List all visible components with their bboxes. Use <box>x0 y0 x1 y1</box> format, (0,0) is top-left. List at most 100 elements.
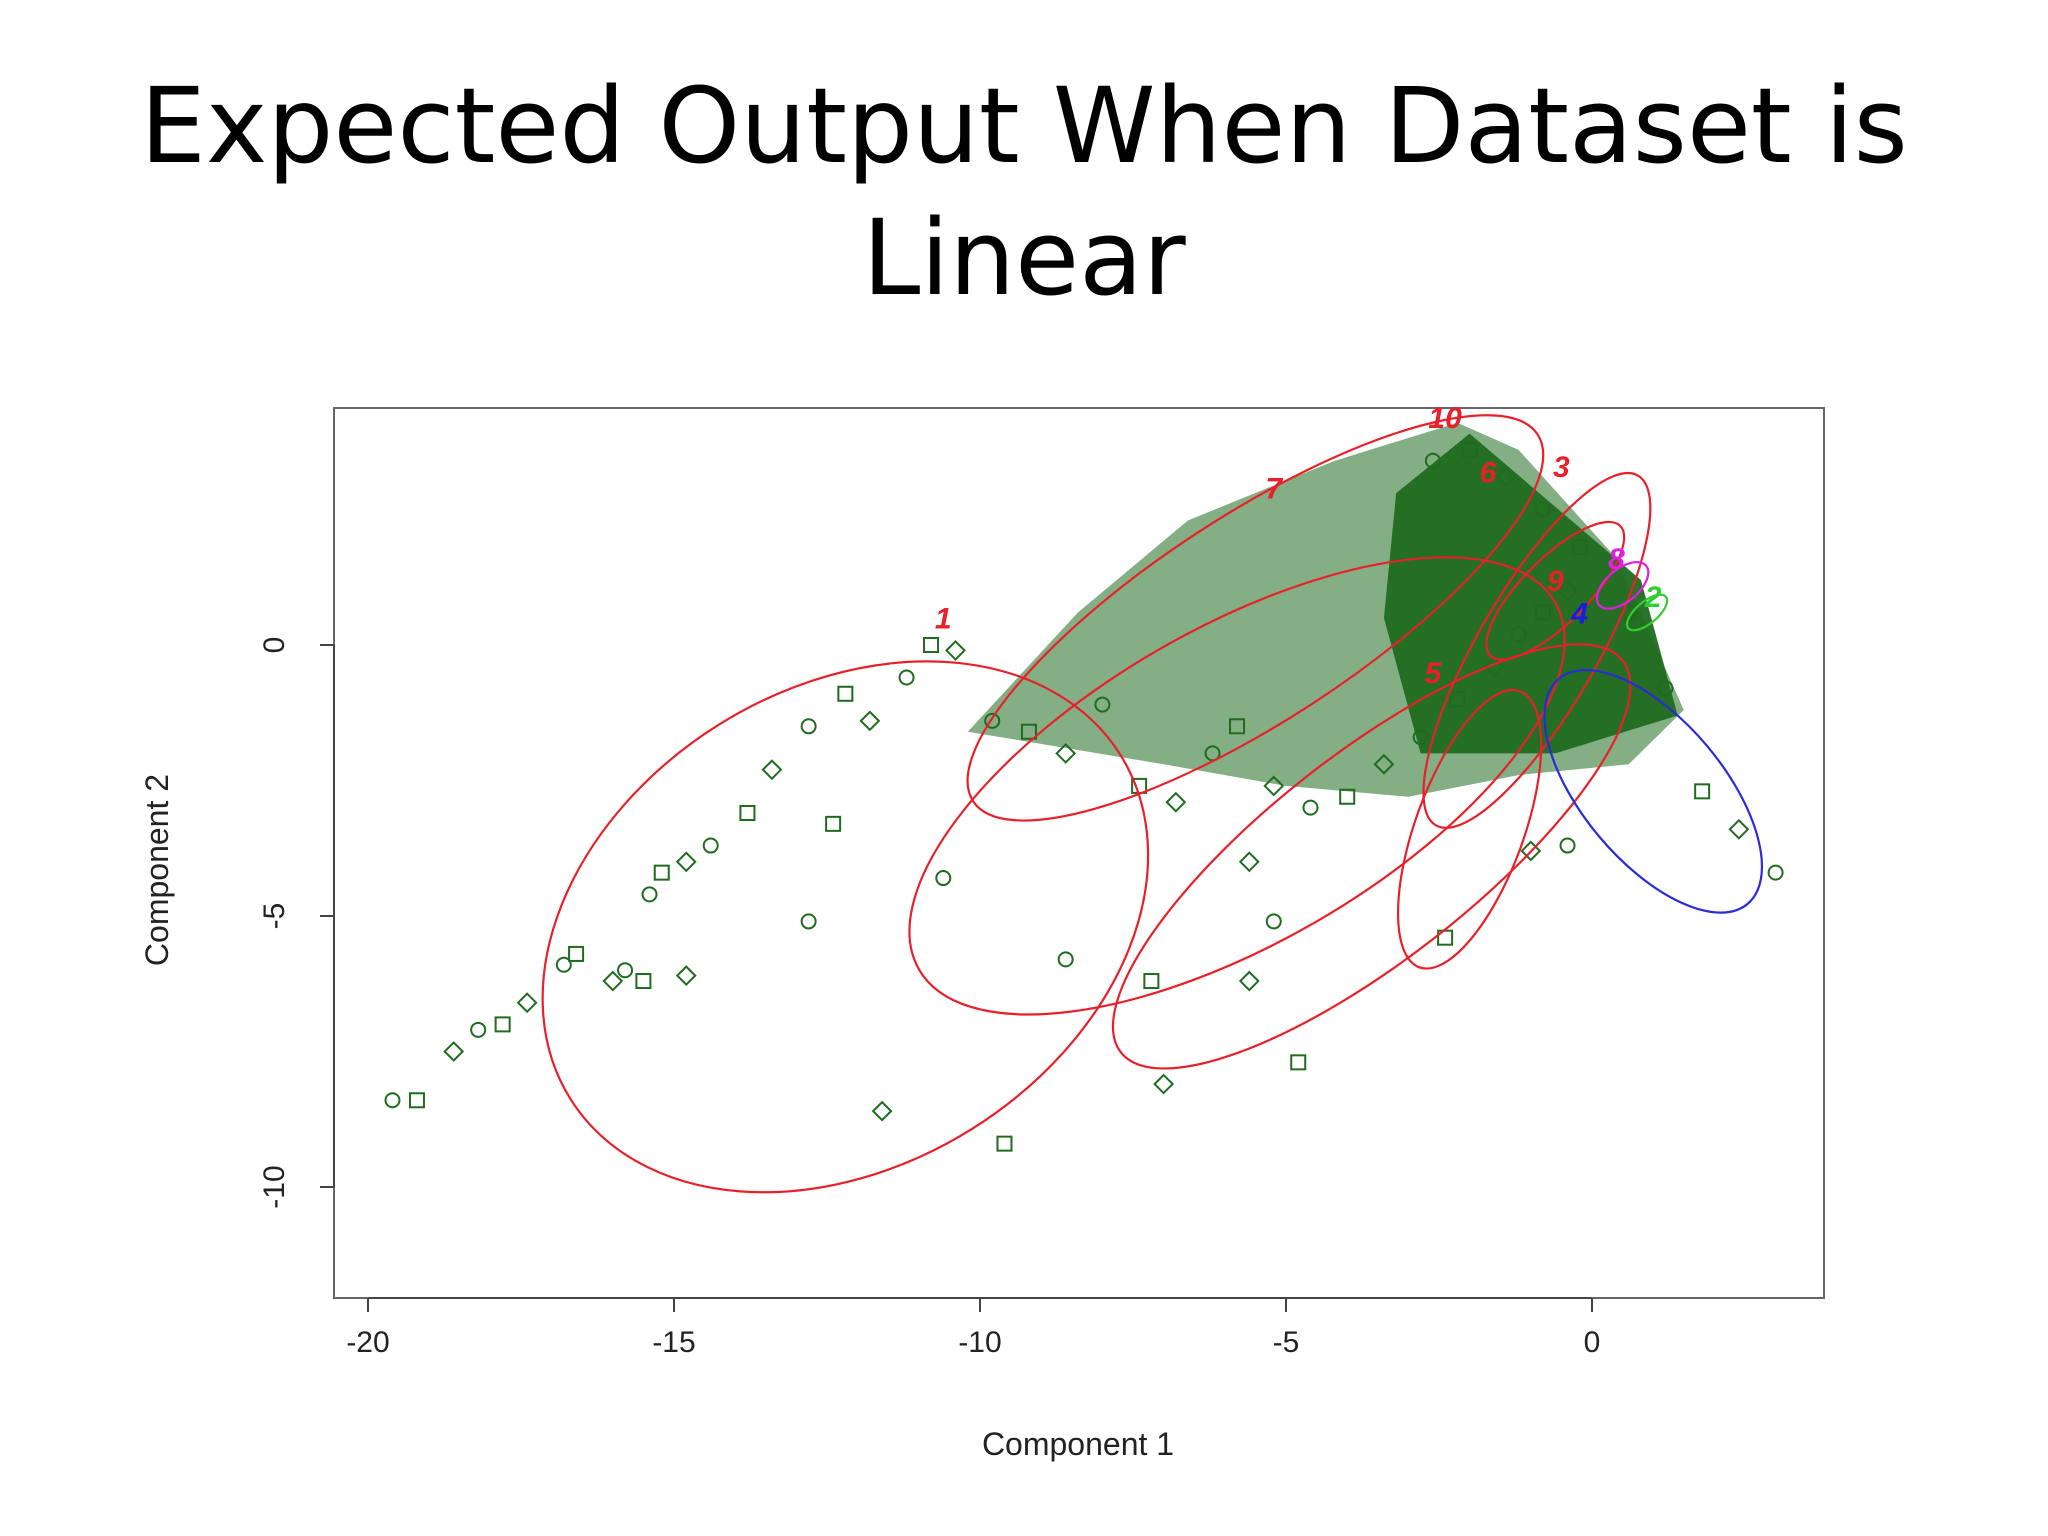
data-point <box>1153 1073 1175 1095</box>
x-tick-label: -5 <box>1273 1326 1300 1359</box>
data-point <box>739 805 756 822</box>
cluster-label-1: 1 <box>935 603 952 636</box>
data-point <box>494 1016 511 1033</box>
data-point <box>1449 691 1466 708</box>
data-point <box>516 992 538 1014</box>
data-point <box>1657 680 1674 697</box>
x-tick-label: -15 <box>652 1326 695 1359</box>
data-point <box>1339 788 1356 805</box>
cluster-labels: 1 7 6 10 5 3 9 82 4 <box>935 402 1662 690</box>
data-point <box>1559 837 1576 854</box>
cluster-ellipse-9 <box>1485 520 1626 661</box>
data-point <box>1728 818 1750 840</box>
data-point <box>443 1041 465 1062</box>
cluster-ellipse-2 <box>1625 593 1669 632</box>
data-point <box>1229 718 1246 735</box>
data-point <box>1055 742 1077 764</box>
data-point <box>871 1100 893 1122</box>
cluster-label-7: 7 <box>1265 473 1283 506</box>
data-point <box>859 710 881 732</box>
data-point <box>923 637 940 653</box>
data-point <box>1020 723 1037 740</box>
data-point <box>825 815 842 832</box>
data-point <box>1290 1054 1307 1071</box>
slide-title-line-1: Expected Output When Dataset is <box>140 65 1908 187</box>
cluster-label-9: 9 <box>1547 565 1564 598</box>
cluster-ellipse-1 <box>541 660 1150 1194</box>
data-point <box>1694 783 1711 800</box>
data-point <box>1510 626 1527 643</box>
data-point <box>761 759 783 781</box>
y-axis-label: Component 2 <box>139 774 175 966</box>
data-point <box>635 973 652 990</box>
data-point <box>555 956 572 973</box>
data-point <box>1495 466 1517 488</box>
data-point <box>1557 580 1578 602</box>
data-point <box>675 851 697 873</box>
cluster-ellipse-10 <box>966 414 1545 822</box>
slide-title-line-2: Linear <box>862 197 1186 319</box>
x-tick-label: -20 <box>346 1326 389 1359</box>
cluster-ellipse-7 <box>908 556 1566 1016</box>
cluster-ellipse-5 <box>1396 688 1543 970</box>
cluster-label-8: 8 <box>1608 543 1625 576</box>
x-axis-label: Component 1 <box>982 1426 1174 1462</box>
data-point <box>1424 452 1441 469</box>
data-point <box>617 962 634 979</box>
data-point <box>984 712 1001 729</box>
data-point <box>1238 851 1260 873</box>
y-tick-label: -10 <box>258 1165 291 1208</box>
data-point <box>1165 791 1187 813</box>
data-point <box>602 970 624 992</box>
data-point <box>1483 656 1505 678</box>
data-point <box>675 965 697 987</box>
data-point <box>898 669 915 686</box>
y-tick-label: -5 <box>258 903 291 930</box>
cluster-ellipse-4 <box>1543 668 1764 914</box>
data-point <box>641 886 658 903</box>
cluster-label-10: 10 <box>1428 402 1462 435</box>
data-point <box>800 913 817 930</box>
x-tick-label: -10 <box>958 1326 1001 1359</box>
cluster-ellipse-3 <box>1422 471 1652 829</box>
cluster-label-5: 5 <box>1425 657 1443 690</box>
y-tick-label: 0 <box>258 637 291 654</box>
data-point <box>568 945 585 962</box>
data-point <box>1535 501 1552 518</box>
data-point <box>470 1021 487 1038</box>
cluster-ellipse-8 <box>1595 560 1650 610</box>
cluster-label-4: 4 <box>1570 597 1588 630</box>
data-point <box>653 864 670 881</box>
data-point <box>1767 864 1784 881</box>
data-point <box>1520 840 1542 862</box>
slide-title: Expected Output When Dataset is Linear <box>0 60 2048 324</box>
axes: -20 -15 -10 -5 0 -10 -5 0 <box>258 637 1600 1359</box>
data-point <box>945 640 966 661</box>
data-point <box>1057 951 1074 968</box>
data-point <box>1412 729 1429 746</box>
data-point <box>1373 753 1395 775</box>
data-point <box>1461 441 1478 458</box>
data-point <box>384 1092 401 1109</box>
data-point <box>1143 973 1160 990</box>
data-point <box>702 837 719 854</box>
scatter-points <box>384 441 1784 1152</box>
cluster-label-6: 6 <box>1480 456 1497 489</box>
data-point <box>1302 799 1319 816</box>
data-point <box>1571 539 1588 556</box>
cluster-ellipse-6 <box>1111 643 1632 1070</box>
data-point <box>1094 696 1111 713</box>
data-point <box>996 1135 1013 1152</box>
data-point <box>800 718 817 735</box>
data-point <box>1265 913 1282 930</box>
data-point <box>837 685 854 702</box>
data-point <box>935 870 952 887</box>
cluster-ellipses <box>541 414 1764 1194</box>
cluster-label-2: 2 <box>1644 581 1662 614</box>
data-point <box>1263 775 1285 797</box>
data-point <box>1535 604 1552 621</box>
cluster-label-3: 3 <box>1553 451 1570 484</box>
data-point <box>1238 970 1260 992</box>
data-point <box>408 1092 425 1109</box>
